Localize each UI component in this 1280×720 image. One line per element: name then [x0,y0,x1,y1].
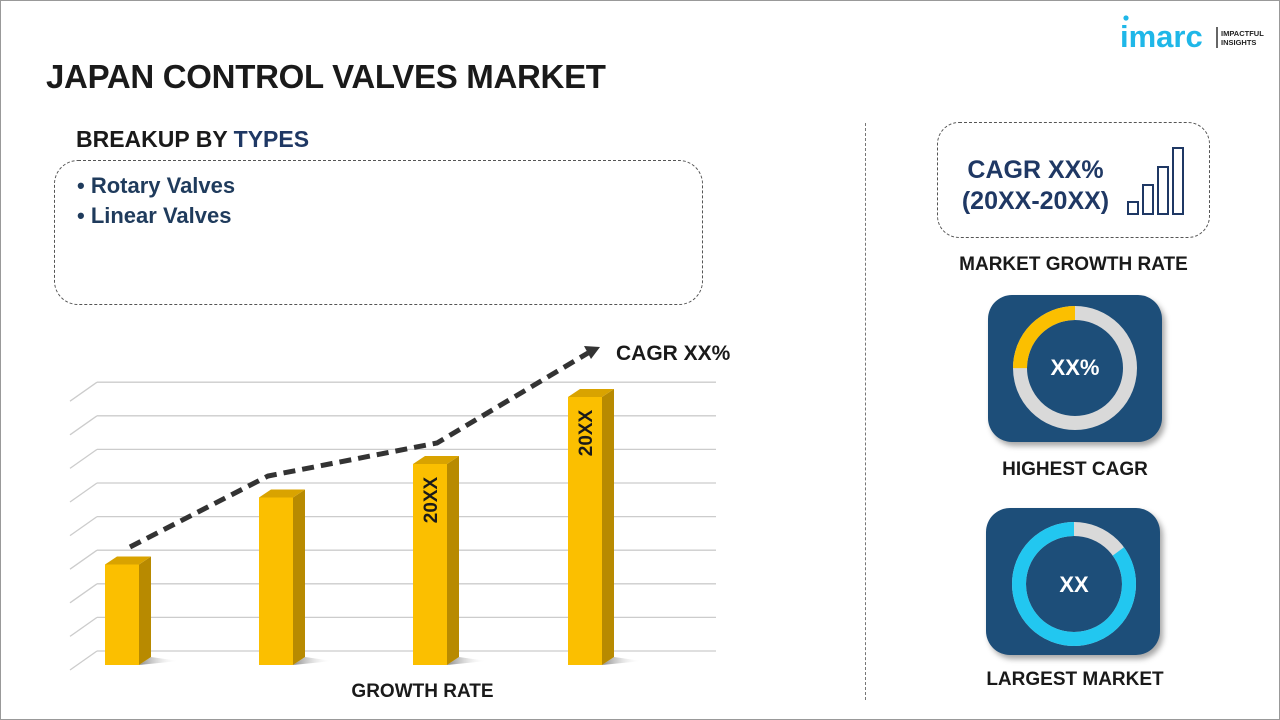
types-list-box: • Rotary Valves • Linear Valves [54,160,703,305]
svg-text:imarc: imarc [1120,19,1203,54]
cagr-text: CAGR XX% [967,156,1104,184]
svg-text:IMPACTFUL: IMPACTFUL [1221,29,1264,38]
bar-top [259,489,305,498]
bar [568,397,602,665]
largest-market-label: LARGEST MARKET [986,669,1164,690]
cagr-period: (20XX-20XX) [961,187,1110,215]
svg-text:INSIGHTS: INSIGHTS [1221,38,1256,47]
bar-top [568,389,614,397]
trend-line [128,350,590,550]
divider [865,123,866,700]
bar-shadow [447,657,487,665]
highest-cagr-donut [1013,306,1137,430]
bar-side [293,489,305,665]
bar-side [602,389,614,665]
gridline-depth [69,583,98,604]
largest-market-card: XX [986,508,1160,655]
breakup-heading: BREAKUP BY TYPES [76,126,309,153]
bar-side [447,456,459,665]
bar-label: 20XX [576,409,597,456]
bar-top [413,456,459,464]
bar-shadow [293,657,333,665]
highest-cagr-card: XX% [988,295,1162,442]
imarc-logo: imarc IMPACTFUL INSIGHTS [1120,15,1264,54]
bar-shadow [139,657,179,665]
bar-label: 20XX [421,476,442,523]
bar [105,564,139,665]
x-axis-label: GROWTH RATE [351,681,494,702]
gridline-depth [69,482,98,503]
page-title: JAPAN CONTROL VALVES MARKET [46,58,606,95]
highest-cagr-value: XX% [1050,355,1100,380]
market-growth-label: MARKET GROWTH RATE [959,254,1188,275]
largest-market-value: XX [1059,572,1089,597]
gridline-depth [69,516,98,537]
list-item: • Rotary Valves [77,173,236,198]
largest-market-donut [1012,522,1136,646]
bar-growth-icon [1127,147,1184,215]
highest-cagr-label: HIGHEST CAGR [1002,459,1148,480]
gridline-depth [69,616,98,637]
gridline-depth [69,549,98,570]
growth-chart: 20XX 20XX [69,346,716,671]
bar [259,497,293,665]
trend-annotation: CAGR XX% [616,342,731,365]
bar-shadow [602,657,642,665]
list-item: • Linear Valves [77,203,232,228]
gridline-depth [69,415,98,436]
bar-top [105,556,151,565]
gridline-depth [69,381,98,402]
market-growth-box: CAGR XX% (20XX-20XX) [937,122,1210,238]
bar [413,464,447,665]
gridline-depth [69,650,98,671]
breakup-prefix: BREAKUP BY [76,126,234,152]
bar-side [139,556,151,665]
gridline-depth [69,448,98,469]
trend-arrow-icon [584,346,600,359]
breakup-highlight: TYPES [233,126,310,152]
